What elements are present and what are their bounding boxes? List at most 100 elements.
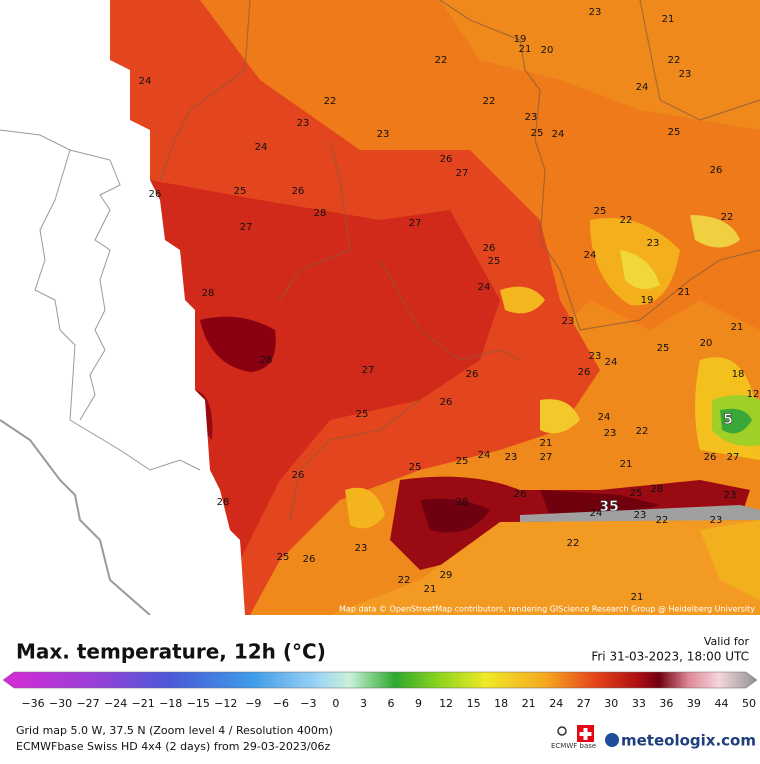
contour-label: 25: [234, 186, 247, 197]
colorbar-label: −30: [49, 697, 72, 710]
contour-label: 26: [440, 397, 453, 408]
contour-label: 23: [525, 112, 538, 123]
colorbar-label: −21: [132, 697, 155, 710]
contour-label: 22: [483, 96, 496, 107]
contour-label: 24: [552, 129, 565, 140]
contour-label: 24: [478, 282, 491, 293]
colorbar-label: 50: [742, 697, 756, 710]
contour-label: 21: [662, 14, 675, 25]
valid-label: Valid for: [704, 635, 750, 648]
contour-label: 24: [584, 250, 597, 261]
contour-label: 20: [541, 45, 554, 56]
contour-label: 21: [540, 438, 553, 449]
contour-label: 27: [727, 452, 740, 463]
contour-label: 25: [356, 409, 369, 420]
colorbar-label: −18: [159, 697, 182, 710]
contour-label: 23: [710, 515, 723, 526]
temperature-field: [0, 0, 760, 615]
contour-label: 24: [636, 82, 649, 93]
contour-label: 23: [355, 543, 368, 554]
contour-label: 27: [362, 365, 375, 376]
borders: [159, 0, 760, 521]
contour-label: 22: [620, 215, 633, 226]
contour-label: 21: [424, 584, 437, 595]
contour-label: 26: [466, 369, 479, 380]
contour-label: 28: [651, 484, 664, 495]
colorbar-labels: −36 −30 −27 −24 −21 −18 −15 −12 −9 −6 −3 0 3 6 9 12 15 18…: [21, 697, 756, 710]
contour-label: 27: [456, 168, 469, 179]
contour-label: 20: [700, 338, 713, 349]
colorbar: [2, 671, 758, 689]
contour-label: 22: [721, 212, 734, 223]
contour-label: 22: [656, 515, 669, 526]
colorbar-label: 33: [632, 697, 646, 710]
contour-label: 28: [202, 288, 215, 299]
colorbar-label: −15: [187, 697, 210, 710]
contour-label: 28: [456, 497, 469, 508]
contour-label: 26: [292, 470, 305, 481]
contour-label: 25: [668, 127, 681, 138]
contour-label: 24: [478, 450, 491, 461]
contour-label: 25: [456, 456, 469, 467]
colorbar-label: −3: [300, 697, 316, 710]
colorbar-label: 18: [494, 697, 508, 710]
contour-label: 22: [567, 538, 580, 549]
contour-label: 23: [679, 69, 692, 80]
contour-label: 24: [598, 412, 611, 423]
colorbar-label: 12: [439, 697, 453, 710]
colorbar-label: −6: [273, 697, 289, 710]
colorbar-label: −27: [76, 697, 99, 710]
contour-label: 21: [519, 44, 532, 55]
contour-label: 25: [488, 256, 501, 267]
colorbar-label: 24: [549, 697, 563, 710]
contour-label: 26: [514, 489, 527, 500]
no-data-area: [0, 0, 245, 615]
contour-label: 25: [409, 462, 422, 473]
colorbar-label: −9: [245, 697, 261, 710]
contour-label: 23: [604, 428, 617, 439]
ecmwf-logo: ECMWF base: [551, 742, 596, 750]
contour-label: 28: [314, 208, 327, 219]
model-info: ECMWFbase Swiss HD 4x4 (2 days) from 29-…: [16, 740, 331, 753]
coast-lines: [0, 129, 201, 616]
contour-label: 25: [594, 206, 607, 217]
contour-label: 26: [483, 243, 496, 254]
contour-label: 26: [578, 367, 591, 378]
contour-label: 22: [435, 55, 448, 66]
contour-label: 22: [324, 96, 337, 107]
colorbar-label: 0: [332, 697, 339, 710]
contour-label: 25: [277, 552, 290, 563]
contour-label: 26: [710, 165, 723, 176]
contour-label: 23: [589, 351, 602, 362]
colorbar-label: 44: [714, 697, 728, 710]
colorbar-label: 9: [415, 697, 422, 710]
valid-time: Fri 31-03-2023, 18:00 UTC: [591, 650, 749, 664]
contour-label: 21: [631, 592, 644, 603]
brand-icon: [605, 733, 619, 747]
contour-label: 23: [647, 238, 660, 249]
colorbar-label: 3: [360, 697, 367, 710]
contour-label: 26: [292, 186, 305, 197]
contour-label: 19: [641, 295, 654, 306]
contour-label: 29: [440, 570, 453, 581]
contour-label: 25: [531, 128, 544, 139]
colorbar-label: −12: [214, 697, 237, 710]
contour-label: 22: [636, 426, 649, 437]
contour-label: 26: [303, 554, 316, 565]
contour-label: 28: [217, 497, 230, 508]
contour-label: 24: [590, 508, 603, 519]
contour-label: 21: [678, 287, 691, 298]
contour-label: 35: [599, 499, 618, 515]
contour-label: 27: [540, 452, 553, 463]
colorbar-label: −36: [21, 697, 44, 710]
contour-label: 23: [297, 118, 310, 129]
contour-label: 22: [668, 55, 681, 66]
contour-label: 25: [657, 343, 670, 354]
contour-label: 12: [747, 389, 760, 400]
contour-label: 24: [605, 357, 618, 368]
colorbar-label: 6: [388, 697, 395, 710]
contour-label: 27: [240, 222, 253, 233]
brand: meteologix.com: [621, 732, 756, 750]
contour-label: 18: [732, 369, 745, 380]
